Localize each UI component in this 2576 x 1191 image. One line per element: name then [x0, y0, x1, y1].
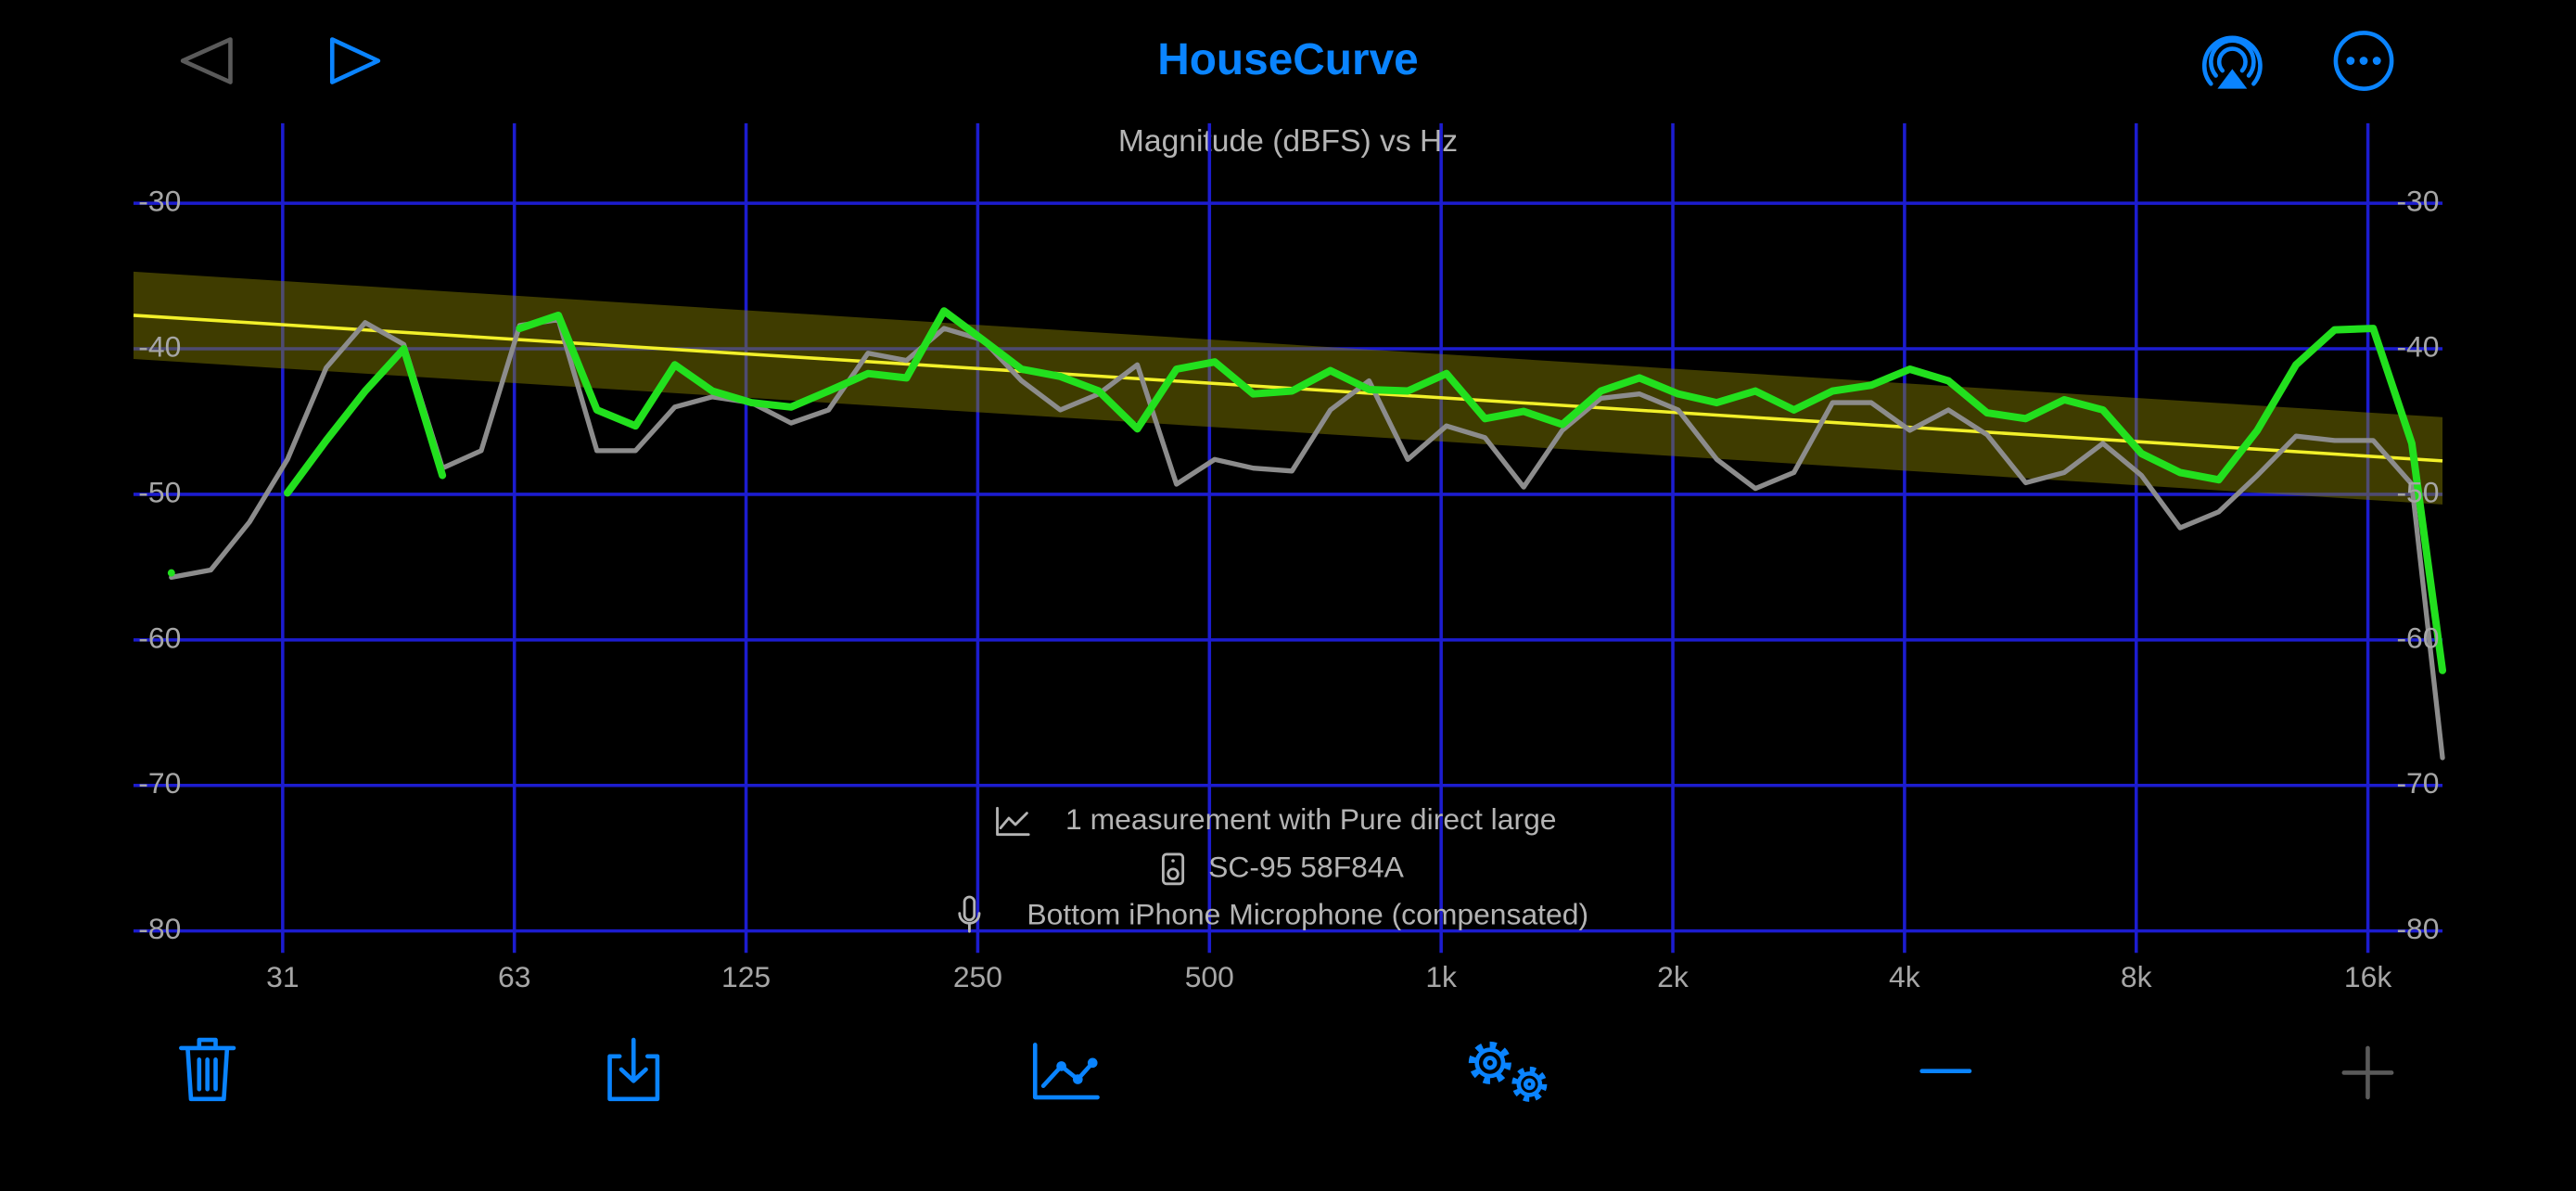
back-button[interactable] — [180, 37, 233, 84]
zoom-in-button[interactable] — [2341, 1045, 2394, 1100]
y-tick-label: -30 — [2396, 185, 2439, 218]
x-tick-label: 4k — [1889, 960, 1920, 993]
annotation: Bottom iPhone Microphone (compensated) — [1027, 898, 1588, 931]
annotation: 1 measurement with Pure direct large — [1065, 802, 1556, 836]
x-tick-label: 63 — [498, 960, 530, 993]
x-tick-label: 250 — [953, 960, 1002, 993]
x-tick-label: 2k — [1657, 960, 1689, 993]
y-tick-label: -70 — [2396, 766, 2439, 800]
y-tick-label: -80 — [138, 912, 181, 945]
x-tick-label: 31 — [266, 960, 299, 993]
speaker-icon — [1161, 852, 1185, 886]
plot: 31 63 125 250 500 1k 2k 4k 8k 16k -30 -30 -40 -40 -50 -… — [133, 122, 2447, 993]
y-tick-label: -60 — [138, 621, 181, 654]
x-tick-label: 16k — [2344, 960, 2391, 993]
x-tick-label: 1k — [1425, 960, 1457, 993]
x-tick-label: 125 — [721, 960, 771, 993]
delete-button[interactable] — [179, 1037, 236, 1102]
annotation: SC-95 58F84A — [1208, 850, 1404, 883]
y-tick-label: -40 — [138, 329, 181, 363]
y-tick-label: -50 — [2396, 475, 2439, 508]
y-tick-label: -60 — [2396, 621, 2439, 654]
x-tick-label: 8k — [2121, 960, 2152, 993]
y-tick-label: -80 — [2396, 912, 2439, 945]
more-button[interactable] — [2333, 31, 2394, 91]
y-tick-label: -50 — [138, 475, 181, 508]
play-button[interactable] — [329, 37, 381, 84]
chart-title: Magnitude (dBFS) vs Hz — [1118, 124, 1458, 159]
y-tick-label: -40 — [2396, 329, 2439, 363]
measurement-icon — [996, 806, 1030, 837]
chart-button[interactable] — [1032, 1043, 1100, 1100]
app-title: HouseCurve — [1157, 35, 1419, 84]
series-line — [167, 307, 2447, 674]
x-tick-label: 500 — [1185, 960, 1234, 993]
mic-icon — [958, 895, 981, 933]
airplay-button[interactable] — [2201, 35, 2263, 89]
y-tick-label: -70 — [138, 766, 181, 800]
y-tick-label: -30 — [138, 185, 181, 218]
export-button[interactable] — [607, 1037, 660, 1102]
